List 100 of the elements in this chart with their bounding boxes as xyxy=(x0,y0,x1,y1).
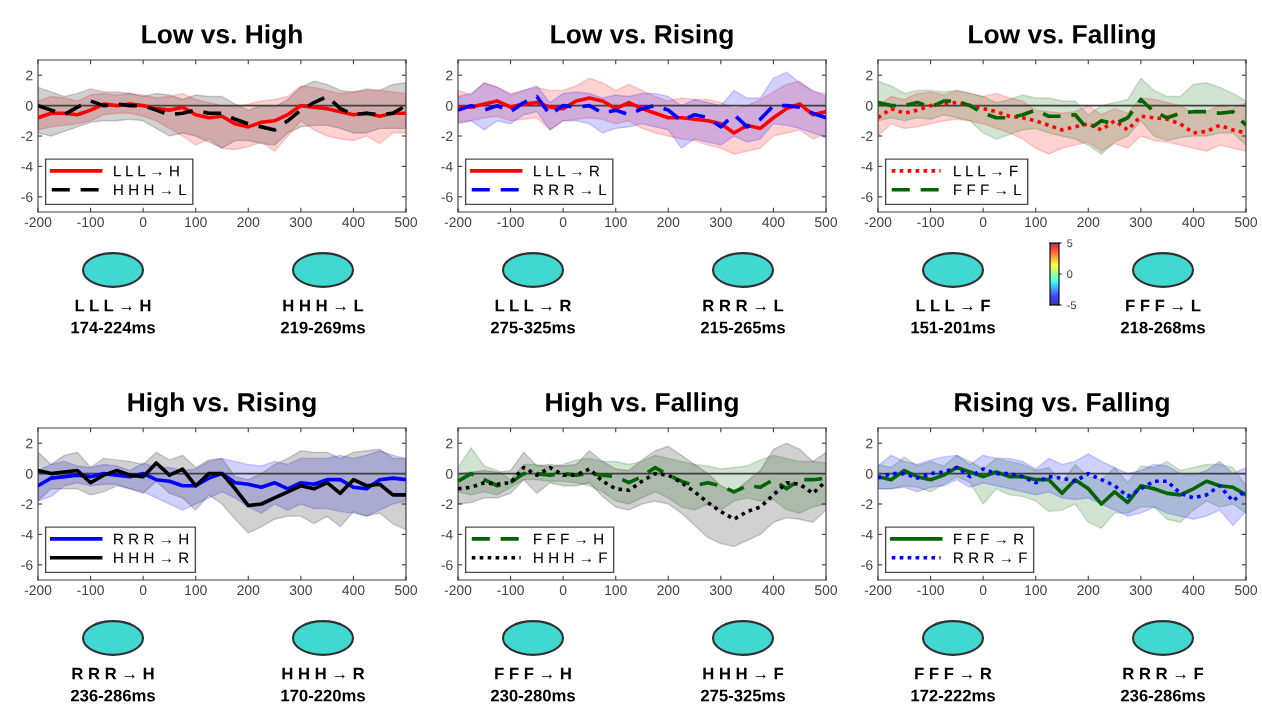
text: 215-265ms xyxy=(700,321,785,334)
x-tick-label: 400 xyxy=(342,217,365,228)
y-tick-label: -4 xyxy=(861,161,873,172)
text: 174-224ms xyxy=(71,321,155,334)
legend-label: R R R → F xyxy=(954,552,1027,564)
y-tick-label: -6 xyxy=(441,192,453,202)
x-tick-label: 300 xyxy=(289,585,312,596)
y-tick-label: -2 xyxy=(21,499,33,510)
text: F F F → L xyxy=(1126,299,1201,312)
x-tick-label: 400 xyxy=(342,585,365,596)
y-tick-label: -2 xyxy=(441,499,453,510)
text: H H H → R xyxy=(282,667,365,680)
y-tick-label: 0 xyxy=(865,468,873,479)
y-tick-label: 0 xyxy=(445,100,453,111)
y-tick-label: 0 xyxy=(25,100,33,111)
x-tick-label: 500 xyxy=(394,217,418,228)
y-tick-label: 0 xyxy=(445,468,453,479)
x-tick-label: -200 xyxy=(864,217,892,228)
x-tick-label: 0 xyxy=(979,217,987,228)
x-tick-label: -200 xyxy=(864,585,892,596)
line-series xyxy=(38,94,406,132)
legend-label: F F F → R xyxy=(954,533,1024,545)
x-tick-label: 300 xyxy=(1129,217,1152,228)
x-tick-label: 0 xyxy=(559,585,567,596)
x-tick-label: 400 xyxy=(1182,217,1205,228)
x-tick-label: 100 xyxy=(185,217,207,228)
text: 275-325ms xyxy=(700,689,785,702)
y-tick-label: 0 xyxy=(25,468,33,479)
legend-label: L L L → R xyxy=(534,165,600,177)
x-tick-label: -100 xyxy=(917,217,944,228)
color-bar-label: -5 xyxy=(1067,301,1077,310)
x-tick-label: 300 xyxy=(289,217,312,228)
y-tick-label: 2 xyxy=(26,70,33,81)
chart-title: Rising vs. Falling xyxy=(955,392,1169,417)
y-tick-label: -6 xyxy=(21,560,33,570)
x-tick-label: 0 xyxy=(139,585,147,596)
x-tick-label: 200 xyxy=(657,217,680,228)
chart-title: Low vs. Rising xyxy=(551,24,733,49)
chart-title: Low vs. Falling xyxy=(969,24,1155,49)
legend-label: F F F → L xyxy=(954,184,1022,196)
legend-label: L L L → H xyxy=(114,165,179,177)
x-tick-label: 0 xyxy=(139,217,147,228)
x-tick-label: 500 xyxy=(814,585,838,596)
y-tick-label: -4 xyxy=(21,161,33,172)
x-tick-label: 300 xyxy=(1129,585,1152,596)
x-tick-label: -200 xyxy=(444,585,472,596)
x-tick-label: 100 xyxy=(605,217,627,228)
chart-title: High vs. Falling xyxy=(546,392,738,417)
x-tick-label: 400 xyxy=(1182,585,1205,596)
x-tick-label: -200 xyxy=(24,585,52,596)
y-tick-label: 2 xyxy=(866,438,873,449)
text: 236-286ms xyxy=(70,689,155,702)
text: H H H → L xyxy=(283,299,364,312)
y-tick-label: 2 xyxy=(446,70,453,81)
text: R R R → H xyxy=(72,667,154,680)
x-tick-label: 0 xyxy=(979,585,987,596)
y-tick-label: 0 xyxy=(865,100,873,111)
text: 219-269ms xyxy=(280,321,365,334)
y-tick-label: -2 xyxy=(441,131,453,142)
y-tick-label: 2 xyxy=(866,70,873,81)
color-bar-label: 5 xyxy=(1067,239,1073,248)
x-tick-label: 100 xyxy=(185,585,207,596)
x-tick-label: 400 xyxy=(762,217,785,228)
x-tick-label: 200 xyxy=(237,217,260,228)
legend-label: R R R → L xyxy=(534,184,607,196)
text: H H H → F xyxy=(703,667,784,680)
x-tick-label: -200 xyxy=(24,217,52,228)
text: 236-286ms xyxy=(1120,689,1205,702)
color-bar-label: 0 xyxy=(1067,270,1073,279)
chart-title: Low vs. High xyxy=(142,24,302,49)
line-series xyxy=(38,461,406,508)
x-tick-label: -100 xyxy=(497,217,524,228)
text: 275-325ms xyxy=(490,321,575,334)
x-tick-label: 100 xyxy=(605,585,627,596)
x-tick-label: 200 xyxy=(237,585,260,596)
y-tick-label: 2 xyxy=(446,438,453,449)
line-series xyxy=(458,94,826,129)
x-tick-label: 100 xyxy=(1025,217,1047,228)
text: L L L → R xyxy=(495,299,572,312)
y-tick-label: -4 xyxy=(441,529,453,540)
legend-label: H H H → R xyxy=(114,552,189,564)
y-tick-label: 2 xyxy=(26,438,33,449)
text: 218-268ms xyxy=(1120,321,1205,334)
x-tick-label: 200 xyxy=(1077,585,1100,596)
x-tick-label: 500 xyxy=(1234,217,1258,228)
chart-title: High vs. Rising xyxy=(128,392,316,417)
y-tick-label: -6 xyxy=(21,192,33,202)
legend-label: R R R → H xyxy=(114,533,188,545)
x-tick-label: 500 xyxy=(814,217,838,228)
y-tick-label: -2 xyxy=(861,499,873,510)
x-tick-label: -100 xyxy=(917,585,944,596)
y-tick-label: -4 xyxy=(861,529,873,540)
x-tick-label: 500 xyxy=(1234,585,1258,596)
x-tick-label: -100 xyxy=(77,585,104,596)
legend-label: F F F → H xyxy=(534,533,603,545)
text: R R R → F xyxy=(1123,667,1204,680)
x-tick-label: 0 xyxy=(559,217,567,228)
x-tick-label: 400 xyxy=(762,585,785,596)
y-tick-label: -6 xyxy=(861,192,873,202)
x-tick-label: -100 xyxy=(497,585,524,596)
